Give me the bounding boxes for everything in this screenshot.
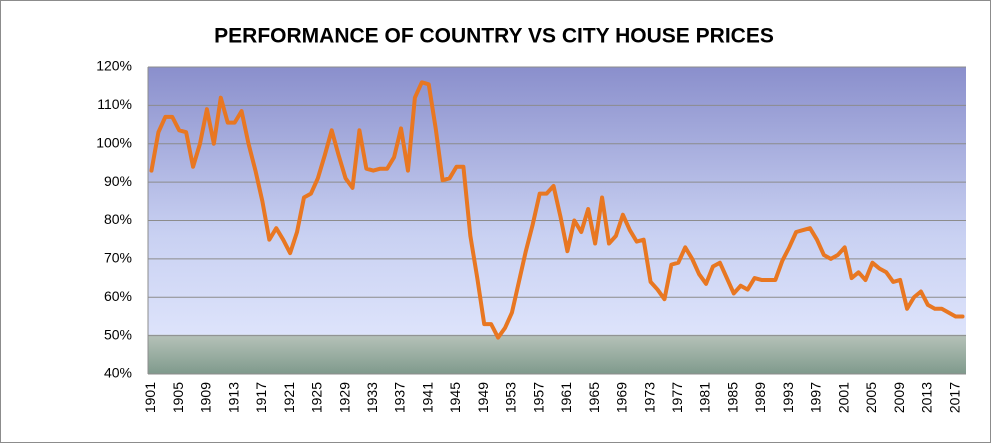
x-tick-label: 1905 <box>170 382 186 413</box>
x-tick-label: 1985 <box>724 382 740 413</box>
x-tick-label: 1953 <box>503 382 519 413</box>
y-tick-label: 80% <box>104 211 132 227</box>
x-tick-label: 1921 <box>281 382 297 413</box>
x-tick-label: 1913 <box>225 382 241 413</box>
x-tick-label: 1957 <box>530 382 546 413</box>
x-tick-label: 2009 <box>891 382 907 413</box>
x-tick-label: 1929 <box>336 382 352 413</box>
x-tick-label: 1961 <box>558 382 574 413</box>
y-tick-label: 50% <box>104 326 132 342</box>
chart-title: PERFORMANCE OF COUNTRY VS CITY HOUSE PRI… <box>214 25 774 48</box>
x-tick-label: 2013 <box>919 382 935 413</box>
x-tick-label: 1901 <box>142 382 158 413</box>
x-tick-label: 1945 <box>447 382 463 413</box>
y-tick-label: 90% <box>104 173 132 189</box>
x-tick-label: 2017 <box>946 382 962 413</box>
y-tick-label: 60% <box>104 288 132 304</box>
x-tick-label: 1969 <box>614 382 630 413</box>
y-tick-label: 70% <box>104 250 132 266</box>
y-tick-label: 100% <box>96 134 132 150</box>
x-tick-label: 1949 <box>475 382 491 413</box>
x-tick-label: 1909 <box>198 382 214 413</box>
y-tick-label: 120% <box>96 58 132 74</box>
x-tick-label: 1937 <box>392 382 408 413</box>
y-tick-label: 110% <box>97 96 132 112</box>
x-tick-label: 1997 <box>808 382 824 413</box>
x-tick-label: 1989 <box>752 382 768 413</box>
x-tick-label: 1925 <box>309 382 325 413</box>
x-tick-label: 1965 <box>586 382 602 413</box>
x-tick-label: 1917 <box>253 382 269 413</box>
x-tick-label: 1977 <box>669 382 685 413</box>
x-tick-label: 1973 <box>641 382 657 413</box>
x-tick-label: 1933 <box>364 382 380 413</box>
data-line <box>149 80 965 340</box>
x-tick-label: 1993 <box>780 382 796 413</box>
x-tick-label: 1981 <box>697 382 713 413</box>
y-tick-label: 40% <box>104 365 132 381</box>
x-tick-label: 2001 <box>835 382 851 413</box>
x-tick-label: 1941 <box>419 382 435 413</box>
x-tick-label: 2005 <box>863 382 879 413</box>
